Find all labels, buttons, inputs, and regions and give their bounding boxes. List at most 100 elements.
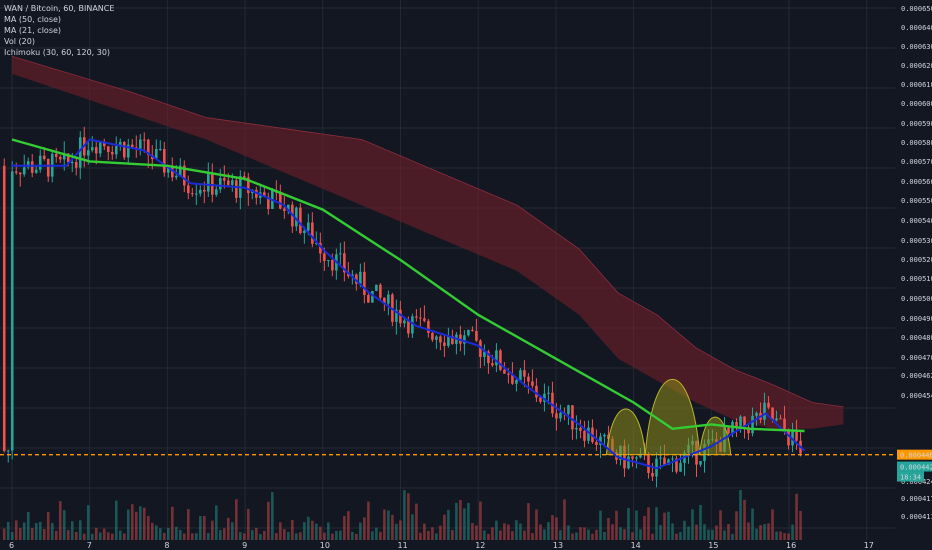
candle-body <box>279 192 282 209</box>
volume-bar <box>767 523 770 540</box>
candle-body <box>114 146 118 155</box>
volume-bar <box>403 490 406 540</box>
volume-bar <box>339 530 342 540</box>
candle-body <box>46 158 50 177</box>
volume-bar <box>459 499 462 540</box>
volume-bar <box>407 493 410 540</box>
price-axis[interactable]: 0.0006500 0.0006400 0.0006300 0.0006200 0.00… <box>895 0 932 550</box>
candle-body <box>243 176 246 178</box>
volume-bar <box>583 527 586 540</box>
candle-body <box>423 318 426 321</box>
candle-body <box>427 320 430 333</box>
candle-body <box>235 180 238 198</box>
volume-bar <box>495 520 498 540</box>
candle-body <box>415 316 418 318</box>
volume-bar <box>695 524 698 540</box>
volume-bar <box>571 533 574 540</box>
pattern-hump <box>605 408 646 456</box>
volume-bar <box>599 510 602 540</box>
symbol-label[interactable]: WAN / Bitcoin, 60, BINANCE <box>4 4 115 13</box>
candle-body <box>327 259 330 261</box>
volume-bar <box>703 524 706 540</box>
volume-bar <box>150 522 154 540</box>
candle-body <box>42 155 46 159</box>
volume-bar <box>94 527 98 540</box>
volume-bar <box>531 533 534 540</box>
last-price-text: 0.0004426 <box>900 464 932 472</box>
volume-bar <box>687 526 690 540</box>
volume-bar <box>263 530 266 540</box>
candle-body <box>162 148 166 173</box>
candle-body <box>146 139 150 155</box>
candle-body <box>307 222 310 231</box>
price-tick-label: 0.0004700 <box>901 354 932 362</box>
candle-body <box>747 427 750 434</box>
volume-bar <box>547 522 550 540</box>
volume-bar <box>347 511 350 540</box>
volume-bar <box>727 524 730 540</box>
ma50-label[interactable]: MA (50, close) <box>4 15 62 24</box>
candle-body <box>94 147 98 154</box>
volume-bar <box>170 506 174 540</box>
volume-bar <box>6 521 10 540</box>
volume-bar <box>647 507 650 540</box>
volume-bar <box>443 514 446 540</box>
volume-bar <box>42 528 46 540</box>
candle-body <box>607 434 610 440</box>
cloud-area <box>12 56 844 429</box>
candle-body <box>659 457 662 459</box>
volume-bar <box>675 533 678 540</box>
candle-body <box>771 407 774 421</box>
volume-bar <box>543 529 546 540</box>
volume-bar <box>162 532 166 540</box>
candle-body <box>78 137 82 168</box>
price-tick-label: 0.0005100 <box>901 275 932 283</box>
volume-bar <box>667 511 670 540</box>
volume-bar <box>755 528 758 540</box>
candle-body <box>511 374 514 384</box>
volume-bar <box>18 528 22 540</box>
volume-bar <box>10 532 14 540</box>
candle-body <box>503 369 506 374</box>
candle-body <box>763 402 766 420</box>
ichimoku-label[interactable]: Ichimoku (30, 60, 120, 30) <box>4 48 111 57</box>
candle-body <box>34 169 38 173</box>
volume-bar <box>483 530 486 540</box>
candle-body <box>543 393 546 402</box>
candle-body <box>367 295 370 303</box>
candle-body <box>323 253 326 261</box>
volume-bar <box>199 515 202 540</box>
candle-body <box>355 274 358 284</box>
volume-bar <box>315 523 318 540</box>
candle-body <box>14 171 18 173</box>
candle-body <box>499 350 502 370</box>
candle-body <box>675 458 678 472</box>
candle-body <box>331 259 334 271</box>
moving-averages <box>11 138 806 470</box>
candle-body <box>519 370 522 380</box>
candle-body <box>527 376 530 382</box>
candle-body <box>451 336 454 344</box>
volume-bar <box>455 502 458 540</box>
volume-bar <box>106 532 110 540</box>
time-axis[interactable]: 6 7 8 9 10 11 12 13 14 15 16 17 <box>9 541 874 550</box>
candle-body <box>231 180 234 185</box>
candle-body <box>110 152 114 155</box>
candle-body <box>295 207 298 227</box>
volume-bar <box>243 533 246 540</box>
candle-body <box>10 171 14 451</box>
volume-bar <box>363 517 366 540</box>
candle-body <box>211 173 214 195</box>
volume-bar <box>267 501 270 540</box>
ma21-label[interactable]: MA (21, close) <box>4 26 62 35</box>
volume-bar <box>751 508 754 540</box>
price-tick-label: 0.0006100 <box>901 81 932 89</box>
volume-bar <box>335 530 338 540</box>
candle-body <box>26 161 30 168</box>
volume-bar <box>575 532 578 540</box>
volume-bar <box>603 531 606 540</box>
candle-body <box>387 294 390 304</box>
candle-body <box>795 429 798 441</box>
vol-label[interactable]: Vol (20) <box>4 37 35 46</box>
